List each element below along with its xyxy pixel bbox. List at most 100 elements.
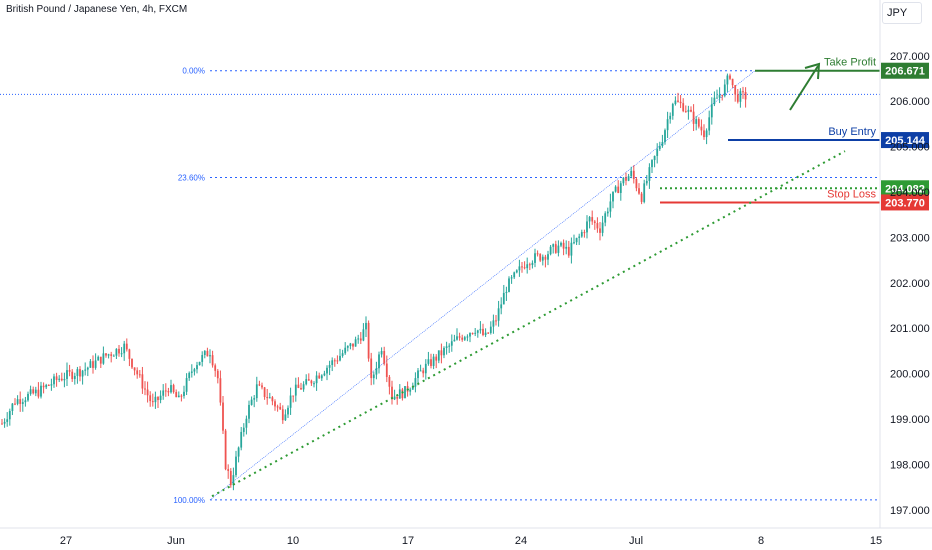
- candle-body: [323, 373, 326, 376]
- candle-body: [232, 475, 235, 486]
- y-tick-label: 197.000: [890, 505, 930, 517]
- candle-body: [190, 371, 193, 373]
- candle-body: [635, 179, 638, 189]
- candle-body: [471, 333, 474, 335]
- candle-body: [456, 336, 458, 340]
- candle-body: [505, 291, 508, 293]
- candle-body: [476, 330, 479, 333]
- candle-body: [32, 389, 35, 394]
- y-tick-label: 207.000: [890, 51, 930, 63]
- candle-body: [593, 221, 596, 224]
- candle-body: [365, 322, 367, 330]
- candle-body: [341, 353, 344, 356]
- candle-body: [557, 245, 560, 253]
- candle-body: [497, 308, 500, 321]
- candle-body: [723, 84, 726, 96]
- candle-body: [469, 333, 471, 337]
- target-arrow-shaft: [789, 65, 819, 111]
- candle-body: [536, 253, 539, 255]
- candle-body: [133, 367, 136, 371]
- candle-body: [383, 351, 386, 364]
- candle-body: [370, 358, 373, 379]
- candle-body: [643, 183, 646, 202]
- candle-body: [552, 244, 555, 247]
- y-tick-label: 206.000: [890, 96, 930, 108]
- candle-body: [60, 378, 63, 381]
- candle-body: [502, 292, 505, 305]
- currency-selector[interactable]: [882, 2, 922, 24]
- candle-body: [419, 370, 422, 372]
- candle-body: [162, 390, 165, 396]
- candle-body: [222, 402, 224, 431]
- candle-body: [450, 341, 453, 346]
- candle-body: [157, 396, 159, 401]
- x-tick-label: 15: [870, 535, 882, 547]
- candle-body: [97, 356, 100, 361]
- candle-body: [695, 119, 698, 124]
- candle-body: [271, 397, 274, 402]
- stop-loss-label: Stop Loss: [827, 188, 876, 200]
- candle-body: [375, 368, 378, 375]
- candles: [1, 73, 747, 491]
- candle-body: [666, 119, 669, 131]
- support-price-badge: [881, 180, 929, 197]
- candle-body: [110, 354, 113, 356]
- target-arrow-head: [804, 62, 821, 80]
- candle-body: [484, 332, 487, 336]
- candle-body: [216, 370, 219, 379]
- y-tick-label: 203.000: [890, 232, 930, 244]
- candle-body: [84, 369, 87, 371]
- candle-body: [518, 266, 521, 271]
- candle-body: [357, 338, 360, 340]
- candle-body: [463, 337, 466, 340]
- candle-body: [448, 345, 451, 347]
- candle-body: [144, 388, 146, 390]
- candle-body: [658, 146, 661, 150]
- candle-body: [500, 304, 503, 309]
- candle-body: [245, 418, 248, 428]
- candle-body: [292, 395, 295, 397]
- candle-body: [534, 253, 536, 263]
- candle-body: [294, 384, 297, 396]
- candle-body: [203, 350, 206, 355]
- take-profit-label: Take Profit: [824, 57, 876, 69]
- candle-body: [354, 339, 357, 347]
- y-tick-label: 201.000: [890, 323, 930, 335]
- candle-body: [102, 353, 105, 364]
- candle-body: [609, 201, 612, 212]
- candle-body: [333, 360, 336, 362]
- candle-body: [479, 328, 482, 331]
- candle-body: [601, 222, 604, 233]
- candle-body: [729, 75, 731, 79]
- y-tick-label: 199.000: [890, 414, 930, 426]
- candle-body: [742, 91, 744, 93]
- candle-body: [276, 406, 279, 408]
- candle-body: [591, 217, 594, 222]
- candle-body: [255, 384, 258, 399]
- candle-body: [21, 402, 24, 404]
- candle-body: [648, 167, 651, 181]
- candle-body: [53, 376, 55, 385]
- candle-body: [682, 103, 685, 112]
- candle-body: [710, 104, 713, 118]
- price-lines: Take Profit Buy Entry Stop Loss 206.671 205.…: [211, 57, 929, 498]
- candle-body: [346, 346, 349, 348]
- candle-body: [175, 392, 178, 398]
- candle-body: [89, 361, 92, 368]
- candle-body: [549, 246, 552, 255]
- candle-body: [385, 363, 388, 377]
- candle-body: [170, 385, 172, 393]
- candle-body: [669, 115, 672, 120]
- candle-body: [513, 272, 516, 278]
- candle-body: [492, 320, 495, 327]
- candle-body: [453, 339, 456, 342]
- buy_entry-price-value: 205.144: [885, 135, 926, 147]
- candle-body: [16, 399, 19, 404]
- candle-body: [388, 376, 391, 387]
- candle-body: [575, 237, 578, 243]
- stop_loss-price-value: 203.770: [885, 197, 925, 209]
- candle-body: [118, 348, 120, 354]
- candle-body: [736, 94, 739, 102]
- candle-body: [281, 409, 284, 421]
